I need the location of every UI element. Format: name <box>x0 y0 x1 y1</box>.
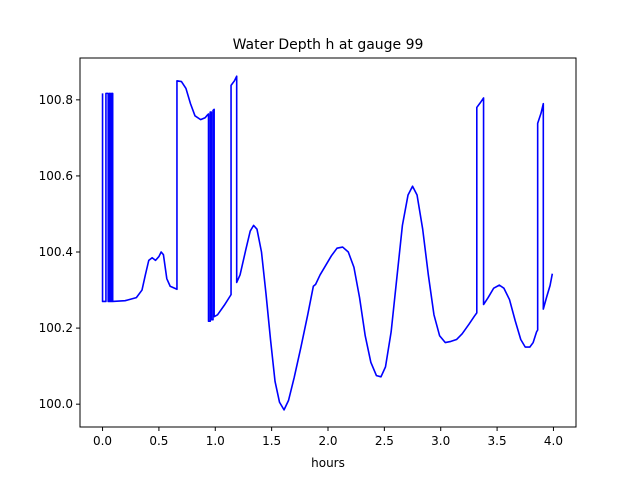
x-tick-label: 3.0 <box>431 434 450 448</box>
chart-title: Water Depth h at gauge 99 <box>233 37 424 53</box>
x-tick-label: 1.0 <box>206 434 225 448</box>
x-tick-label: 2.0 <box>318 434 337 448</box>
x-tick-label: 0.0 <box>93 434 112 448</box>
x-tick-label: 2.5 <box>375 434 394 448</box>
series-line-0 <box>101 75 554 411</box>
x-tick-label: 0.5 <box>149 434 168 448</box>
y-axis: 100.0 100.2 100.4 100.6 100.8 <box>39 93 80 411</box>
y-tick-label: 100.2 <box>39 321 73 335</box>
x-axis-label: hours <box>311 456 345 470</box>
y-tick-label: 100.6 <box>39 169 73 183</box>
y-tick-label: 100.8 <box>39 93 73 107</box>
x-axis: 0.0 0.5 1.0 1.5 2.0 2.5 3.0 3.5 4.0 <box>93 427 563 448</box>
x-tick-label: 4.0 <box>544 434 563 448</box>
y-tick-label: 100.4 <box>39 245 73 259</box>
x-tick-label: 1.5 <box>262 434 281 448</box>
x-tick-label: 3.5 <box>488 434 507 448</box>
y-tick-label: 100.0 <box>39 397 73 411</box>
